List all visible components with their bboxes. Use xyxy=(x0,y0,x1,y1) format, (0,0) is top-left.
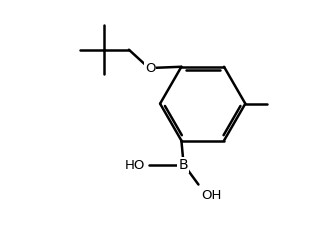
Text: OH: OH xyxy=(201,189,221,202)
Text: B: B xyxy=(178,158,188,172)
Text: HO: HO xyxy=(125,159,146,172)
Text: O: O xyxy=(145,62,155,75)
